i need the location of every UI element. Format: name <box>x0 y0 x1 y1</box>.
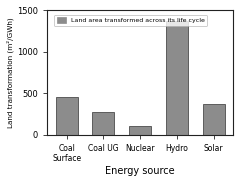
X-axis label: Energy source: Energy source <box>105 166 175 176</box>
Legend: Land area transformed across its life cycle: Land area transformed across its life cy… <box>54 15 207 26</box>
Bar <box>92 113 114 135</box>
Bar <box>56 97 78 135</box>
Y-axis label: Land transformation (m²/GWh): Land transformation (m²/GWh) <box>7 17 14 128</box>
Bar <box>166 21 188 135</box>
Bar <box>203 104 225 135</box>
Bar <box>129 126 151 135</box>
